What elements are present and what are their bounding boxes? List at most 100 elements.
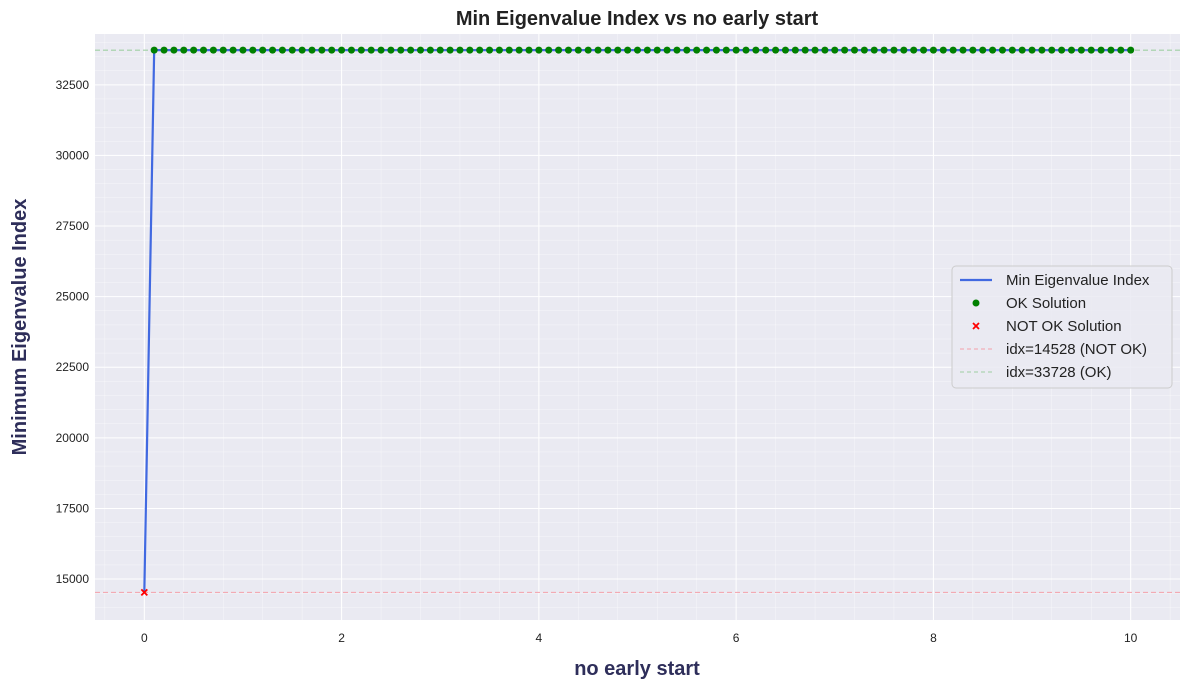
ok-point — [249, 46, 257, 54]
ok-point — [495, 46, 503, 54]
ok-point — [1058, 46, 1066, 54]
ok-point — [347, 46, 355, 54]
ok-point — [634, 46, 641, 54]
ok-point — [959, 46, 967, 54]
ok-point — [574, 46, 582, 54]
legend-label-ref-ok: idx=33728 (OK) — [1006, 364, 1111, 381]
ok-point — [466, 46, 474, 54]
ok-point — [564, 46, 572, 54]
x-tick-labels: 0 2 4 6 8 10 — [141, 631, 1138, 645]
legend-label-ref-not-ok: idx=14528 (NOT OK) — [1006, 341, 1147, 358]
ok-point — [180, 46, 188, 54]
ok-point — [1127, 46, 1135, 54]
legend-box — [951, 265, 1173, 389]
legend-label-line: Min Eigenvalue Index — [1006, 272, 1150, 289]
x-tick-label: 4 — [536, 631, 543, 645]
ok-point — [624, 46, 632, 54]
ok-point — [1068, 46, 1075, 54]
ok-point — [969, 46, 977, 54]
ok-point — [890, 46, 898, 54]
ok-point — [811, 46, 819, 54]
ok-point — [900, 46, 908, 54]
ok-point — [160, 46, 168, 54]
ok-point — [288, 46, 296, 54]
ok-point — [338, 46, 346, 54]
ok-point — [831, 46, 839, 54]
ok-point — [1038, 46, 1046, 54]
y-tick-label: 30000 — [56, 148, 90, 162]
ok-point — [535, 46, 543, 54]
ok-point — [407, 46, 415, 54]
chart-title: Min Eigenvalue Index vs no early start — [456, 8, 819, 30]
ok-point — [209, 46, 217, 54]
ok-point — [998, 46, 1006, 54]
ok-point — [357, 46, 365, 54]
y-tick-label: 27500 — [56, 219, 90, 233]
y-axis-label: Minimum Eigenvalue Index — [9, 199, 31, 456]
ok-point — [417, 46, 424, 54]
ok-point — [1018, 46, 1026, 54]
ok-point — [377, 46, 385, 54]
ok-point — [259, 46, 267, 54]
ok-point — [170, 46, 178, 54]
ok-point — [989, 46, 997, 54]
ok-point — [239, 46, 247, 54]
ok-point — [663, 46, 671, 54]
ok-point — [308, 46, 316, 54]
ok-point — [505, 46, 513, 54]
ok-point — [278, 46, 286, 54]
ok-point — [1107, 46, 1115, 54]
ok-point — [584, 46, 592, 54]
ok-point — [851, 46, 858, 54]
ok-point — [643, 46, 651, 54]
ok-point — [910, 46, 918, 54]
ok-point — [860, 46, 868, 54]
ok-point — [1087, 46, 1095, 54]
ok-point — [515, 46, 523, 54]
not-ok-point — [140, 588, 148, 597]
ok-point — [1008, 46, 1016, 54]
legend-label-not-ok: NOT OK Solution — [1006, 318, 1122, 335]
ok-point — [318, 46, 326, 54]
ok-point — [920, 46, 928, 54]
y-tick-label: 17500 — [56, 501, 90, 515]
ok-point — [742, 46, 750, 54]
ok-point — [545, 46, 553, 54]
ok-point — [979, 46, 987, 54]
ok-point — [949, 46, 957, 54]
ok-point — [870, 46, 878, 54]
y-tick-labels: 15000 17500 20000 22500 25000 27500 30000 32500 — [56, 78, 90, 586]
ok-point — [722, 46, 730, 54]
x-tick-label: 6 — [733, 631, 740, 645]
ok-point — [446, 46, 454, 54]
ok-point — [762, 46, 770, 54]
y-tick-label: 20000 — [56, 431, 90, 445]
ok-point — [703, 46, 711, 54]
ok-point — [781, 46, 789, 54]
ok-point — [841, 46, 849, 54]
ok-point — [555, 46, 563, 54]
ok-point — [929, 46, 937, 54]
ok-point — [328, 46, 336, 54]
ok-point — [880, 46, 888, 54]
ok-point — [456, 46, 464, 54]
ok-point — [387, 46, 395, 54]
ok-point — [614, 46, 622, 54]
legend-swatch-ok — [972, 299, 980, 307]
ok-point — [397, 46, 405, 54]
x-tick-label: 8 — [930, 631, 937, 645]
ok-point — [219, 46, 227, 54]
x-tick-label: 0 — [141, 631, 148, 645]
ok-point — [772, 46, 780, 54]
ok-point — [229, 46, 237, 54]
legend: Min Eigenvalue Index OK Solution NOT OK … — [951, 265, 1173, 389]
ok-point — [791, 46, 799, 54]
ok-point — [200, 46, 207, 54]
ok-point — [604, 46, 612, 54]
ok-point — [683, 46, 691, 54]
legend-label-ok: OK Solution — [1006, 295, 1086, 312]
ok-point — [476, 46, 484, 54]
ok-point — [436, 46, 444, 54]
y-tick-label: 25000 — [56, 290, 90, 304]
ok-point — [1077, 46, 1085, 54]
